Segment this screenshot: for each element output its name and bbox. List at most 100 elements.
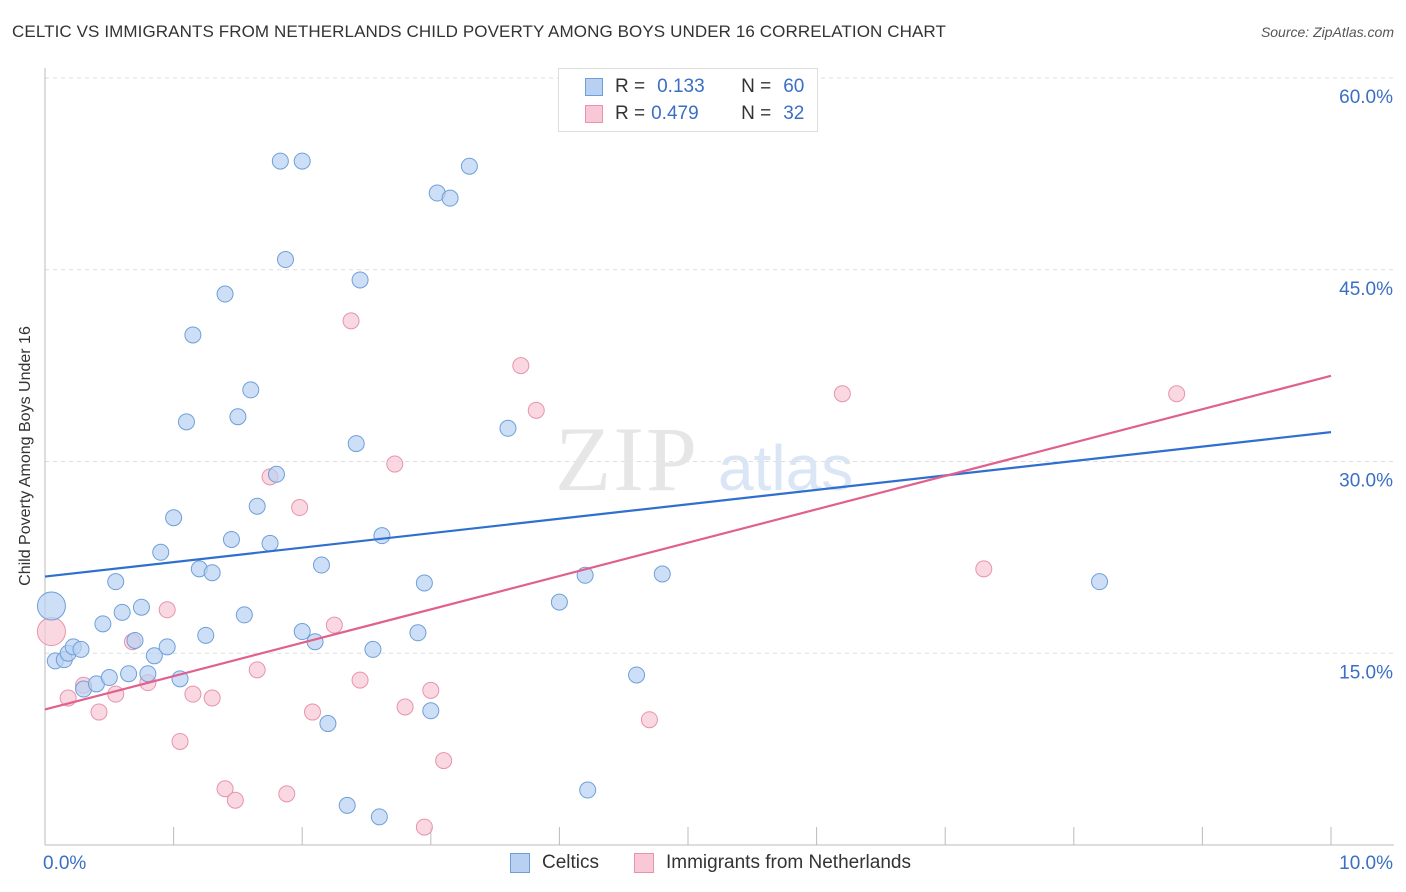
x-tick-label: 10.0% [1339, 853, 1393, 874]
celtics-point [370, 808, 388, 826]
netherlands-point [216, 780, 234, 798]
legend-row-netherlands: R = 0.479 N = 32 [585, 102, 804, 126]
netherlands-point [278, 785, 296, 803]
celtics-point [499, 419, 517, 437]
bottom-legend-celtics[interactable]: Celtics [510, 852, 599, 874]
celtics-point [441, 189, 459, 207]
celtics-trend-line [44, 431, 1332, 578]
celtics-point [267, 465, 285, 483]
celtics-point [271, 152, 289, 170]
netherlands-point [386, 455, 404, 473]
legend-n-value: 32 [783, 103, 805, 124]
netherlands-point [184, 685, 202, 703]
netherlands-trend-line [44, 374, 1332, 711]
netherlands-point [203, 689, 221, 707]
netherlands-point [325, 616, 343, 634]
netherlands-point [36, 617, 66, 647]
netherlands-point [291, 499, 309, 517]
celtics-point [145, 647, 163, 665]
netherlands-point [171, 732, 189, 750]
celtics-point [242, 381, 260, 399]
legend-swatch-netherlands [585, 105, 603, 123]
y-tick-label: 15.0% [1339, 662, 1393, 683]
netherlands-point [527, 401, 545, 419]
celtics-point [113, 603, 131, 621]
netherlands-point [833, 385, 851, 403]
series-celtics [36, 152, 1109, 826]
netherlands-point [90, 703, 108, 721]
y-tick-label: 30.0% [1339, 471, 1393, 492]
celtics-point [415, 574, 433, 592]
celtics-point [373, 527, 391, 545]
watermark: ZIP atlas [555, 408, 853, 510]
netherlands-point [396, 698, 414, 716]
y-axis-label: Child Poverty Among Boys Under 16 [17, 326, 34, 586]
celtics-point [409, 624, 427, 642]
celtics-point [165, 509, 183, 527]
celtics-point [107, 573, 125, 591]
netherlands-point [512, 357, 530, 375]
netherlands-point [435, 752, 453, 770]
celtics-point [120, 665, 138, 683]
celtics-point [229, 408, 247, 426]
netherlands-point [975, 560, 993, 578]
netherlands-point [303, 703, 321, 721]
bottom-legend-swatch-netherlands [634, 853, 654, 873]
x-tick-label: 0.0% [43, 853, 86, 874]
grid-lines [45, 77, 1394, 654]
celtics-point [422, 702, 440, 720]
netherlands-point [640, 711, 658, 729]
celtics-point [338, 796, 356, 814]
celtics-point [293, 623, 311, 641]
celtics-point [197, 626, 215, 644]
legend-r-value: 0.133 [657, 76, 705, 97]
celtics-point [100, 669, 118, 687]
bottom-legend-label-netherlands: Immigrants from Netherlands [666, 852, 911, 873]
celtics-point [248, 497, 266, 515]
netherlands-point [248, 661, 266, 679]
netherlands-point [107, 685, 125, 703]
celtics-point [579, 781, 597, 799]
legend-n-label: N = [741, 76, 772, 97]
celtics-point [72, 640, 90, 658]
legend-r-label: R = [615, 76, 646, 97]
netherlands-point [1168, 385, 1186, 403]
source-label: Source: ZipAtlas.com [1260, 24, 1394, 40]
y-tick-label: 60.0% [1339, 87, 1393, 108]
celtics-point [351, 271, 369, 289]
celtics-point [235, 606, 253, 624]
celtics-point [184, 326, 202, 344]
celtics-point [222, 530, 240, 548]
legend-n-label: N = [741, 103, 772, 124]
chart-title: CELTIC VS IMMIGRANTS FROM NETHERLANDS CH… [12, 22, 946, 41]
celtics-point [364, 640, 382, 658]
watermark-atlas: atlas [718, 432, 853, 504]
legend-n-value: 60 [783, 76, 805, 97]
netherlands-point [422, 681, 440, 699]
legend-r-value: 0.479 [651, 103, 699, 124]
celtics-point [276, 251, 294, 269]
bottom-legend-netherlands[interactable]: Immigrants from Netherlands [634, 852, 911, 874]
celtics-point [94, 615, 112, 633]
netherlands-point [342, 312, 360, 330]
celtics-point [126, 631, 144, 649]
legend-swatch-celtics [585, 78, 603, 96]
celtics-point [216, 285, 234, 303]
celtics-point [628, 666, 646, 684]
legend-r-label: R = [615, 103, 646, 124]
legend: R = 0.133 N = 60 R = 0.479 N = 32 [558, 68, 818, 132]
celtics-point [132, 598, 150, 616]
celtics-point [653, 565, 671, 583]
celtics-point [152, 543, 170, 561]
celtics-point [319, 715, 337, 733]
celtics-point [1091, 573, 1109, 591]
netherlands-point [415, 818, 433, 836]
celtics-point [177, 413, 195, 431]
legend-row-celtics: R = 0.133 N = 60 [585, 75, 804, 99]
celtics-point [312, 556, 330, 574]
bottom-legend: Celtics Immigrants from Netherlands [0, 852, 1406, 878]
celtics-point [293, 152, 311, 170]
y-tick-label: 45.0% [1339, 279, 1393, 300]
celtics-point [36, 591, 66, 621]
